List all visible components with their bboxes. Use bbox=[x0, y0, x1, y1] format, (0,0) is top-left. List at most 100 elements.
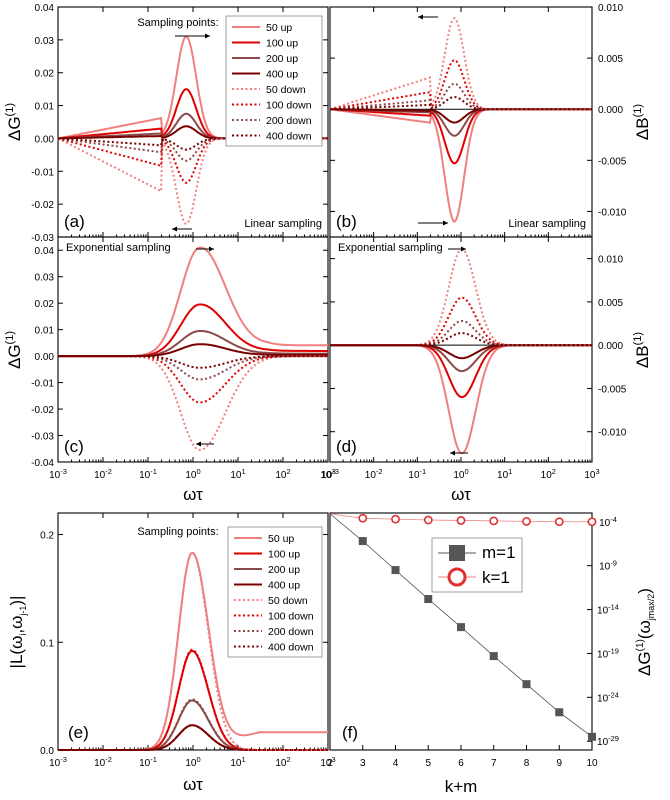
x-tick-label-f: 6 bbox=[458, 758, 464, 769]
y-tick-label-f: 10-4 bbox=[599, 515, 617, 529]
marker-m1 bbox=[358, 537, 367, 546]
y-tick-label-b: 0.000 bbox=[598, 105, 623, 116]
y-tick-label-a: -0.02 bbox=[31, 200, 54, 211]
y-tick-label-b: 0.005 bbox=[598, 54, 623, 65]
legend-label-a: 200 down bbox=[266, 115, 312, 127]
legend-label-a: 400 up bbox=[266, 69, 298, 81]
series-b-1 bbox=[329, 108, 592, 165]
legend-box-f bbox=[431, 537, 523, 593]
x-label-c: ωτ bbox=[183, 485, 203, 504]
y-tick-label-d: 0.005 bbox=[598, 298, 623, 309]
arrow-b-top-head bbox=[418, 14, 423, 20]
x-label-e: ωτ bbox=[183, 775, 203, 794]
x-tick-label-f: 2 bbox=[327, 758, 333, 769]
y-tick-label-f: 10-19 bbox=[597, 646, 619, 660]
y-tick-label-a: 0.03 bbox=[35, 36, 55, 47]
y-label-c-text: ΔG(1) bbox=[4, 331, 24, 369]
x-tick-label-e: 101 bbox=[230, 755, 245, 769]
x-tick-label-c: 100 bbox=[185, 467, 200, 481]
panel-note-d: Exponential sampling bbox=[338, 242, 443, 254]
x-tick-label-d: 10-3 bbox=[321, 467, 339, 481]
x-tick-label-e: 103 bbox=[320, 755, 335, 769]
y-tick-label-d: -0.010 bbox=[598, 428, 627, 439]
legend-box-e bbox=[227, 526, 323, 658]
legend-label-a: 400 down bbox=[266, 131, 312, 143]
panel-letter-e: (e) bbox=[68, 723, 89, 742]
legend-label-e: 200 down bbox=[268, 626, 314, 638]
marker-k1 bbox=[489, 516, 499, 526]
series-b-6 bbox=[329, 82, 592, 111]
marker-m1 bbox=[588, 732, 596, 741]
x-tick-label-e: 100 bbox=[185, 755, 200, 769]
legend-label-m1: m=1 bbox=[482, 543, 516, 562]
legend-label-e: 50 up bbox=[268, 533, 294, 545]
y-tick-label-d: 0.000 bbox=[598, 341, 623, 352]
arrow-d-top-head bbox=[461, 246, 466, 252]
y-tick-label-c: -0.02 bbox=[31, 405, 54, 416]
marker-k1 bbox=[358, 513, 368, 523]
marker-k1 bbox=[522, 516, 531, 526]
marker-k1 bbox=[391, 514, 400, 524]
y-label-b: ΔB(1) bbox=[632, 104, 652, 140]
legend-box-a bbox=[225, 15, 323, 147]
y-tick-label-b: 0.010 bbox=[598, 3, 623, 14]
panel-note-c: Exponential sampling bbox=[66, 242, 171, 254]
panel-letter-c: (c) bbox=[64, 437, 84, 456]
x-tick-label-f: 4 bbox=[393, 758, 399, 769]
arrow-b-bot-head bbox=[443, 220, 448, 226]
marker-k1 bbox=[587, 517, 597, 527]
legend-label-a: 50 up bbox=[266, 22, 292, 34]
marker-m1 bbox=[391, 566, 400, 575]
legend-label-a: 50 down bbox=[266, 84, 306, 96]
y-tick-label-e: 0.2 bbox=[40, 531, 54, 542]
x-tick-label-d: 102 bbox=[541, 467, 556, 481]
y-label-b-text: ΔB(1) bbox=[632, 104, 652, 140]
arrow-a-top-head bbox=[205, 33, 210, 39]
series-c-4 bbox=[58, 355, 328, 452]
y-label-a: ΔG(1) bbox=[4, 103, 24, 141]
x-tick-label-c: 103 bbox=[320, 467, 335, 481]
marker-k1 bbox=[554, 517, 564, 527]
y-tick-label-a: 0.04 bbox=[35, 3, 55, 14]
x-tick-label-e: 10-3 bbox=[49, 755, 67, 769]
y-tick-label-c: -0.01 bbox=[31, 379, 54, 390]
y-tick-label-c: 0.01 bbox=[35, 326, 55, 337]
series-a-5 bbox=[57, 137, 328, 184]
series-e-7 bbox=[58, 724, 328, 751]
series-b-4 bbox=[329, 17, 592, 111]
panel-letter-f: (f) bbox=[342, 723, 358, 742]
marker-k1 bbox=[456, 516, 466, 525]
x-tick-label-f: 8 bbox=[524, 758, 530, 769]
series-c-7 bbox=[58, 355, 328, 369]
y-tick-label-b: -0.010 bbox=[598, 207, 627, 218]
x-tick-label-d: 101 bbox=[497, 467, 512, 481]
series-a-6 bbox=[57, 137, 328, 162]
legend-marker-m1 bbox=[449, 545, 465, 561]
panel-note-b: Linear sampling bbox=[508, 218, 586, 230]
y-tick-label-c: -0.04 bbox=[31, 458, 54, 469]
y-tick-label-a: -0.03 bbox=[31, 233, 54, 244]
y-tick-label-f: 10-9 bbox=[599, 559, 617, 573]
legend-label-e: 400 down bbox=[268, 642, 314, 654]
y-tick-label-b: -0.005 bbox=[598, 156, 627, 167]
x-tick-label-e: 102 bbox=[275, 755, 290, 769]
series-b-5 bbox=[329, 59, 592, 111]
y-tick-label-f: 10-14 bbox=[597, 603, 619, 617]
marker-m1 bbox=[489, 652, 498, 661]
y-tick-label-c: 0.02 bbox=[35, 299, 55, 310]
arrow-a-bot-head bbox=[172, 226, 177, 232]
x-tick-label-c: 101 bbox=[230, 467, 245, 481]
marker-m1 bbox=[457, 623, 465, 632]
series-b-0 bbox=[329, 108, 592, 223]
y-label-f: ΔG(1)(ωjmax/2) bbox=[635, 588, 656, 676]
x-tick-label-d: 103 bbox=[584, 467, 599, 481]
y-label-e: |L(ωi,ωj-1)| bbox=[7, 596, 28, 669]
series-c-5 bbox=[58, 355, 328, 404]
legend-label-e: 100 down bbox=[268, 611, 314, 623]
series-d-6 bbox=[330, 319, 592, 347]
y-label-d-text: ΔB(1) bbox=[632, 332, 652, 368]
legend-label-a: 100 down bbox=[266, 100, 312, 112]
y-tick-label-d: 0.010 bbox=[598, 255, 623, 266]
x-label-d: ωτ bbox=[451, 485, 471, 504]
